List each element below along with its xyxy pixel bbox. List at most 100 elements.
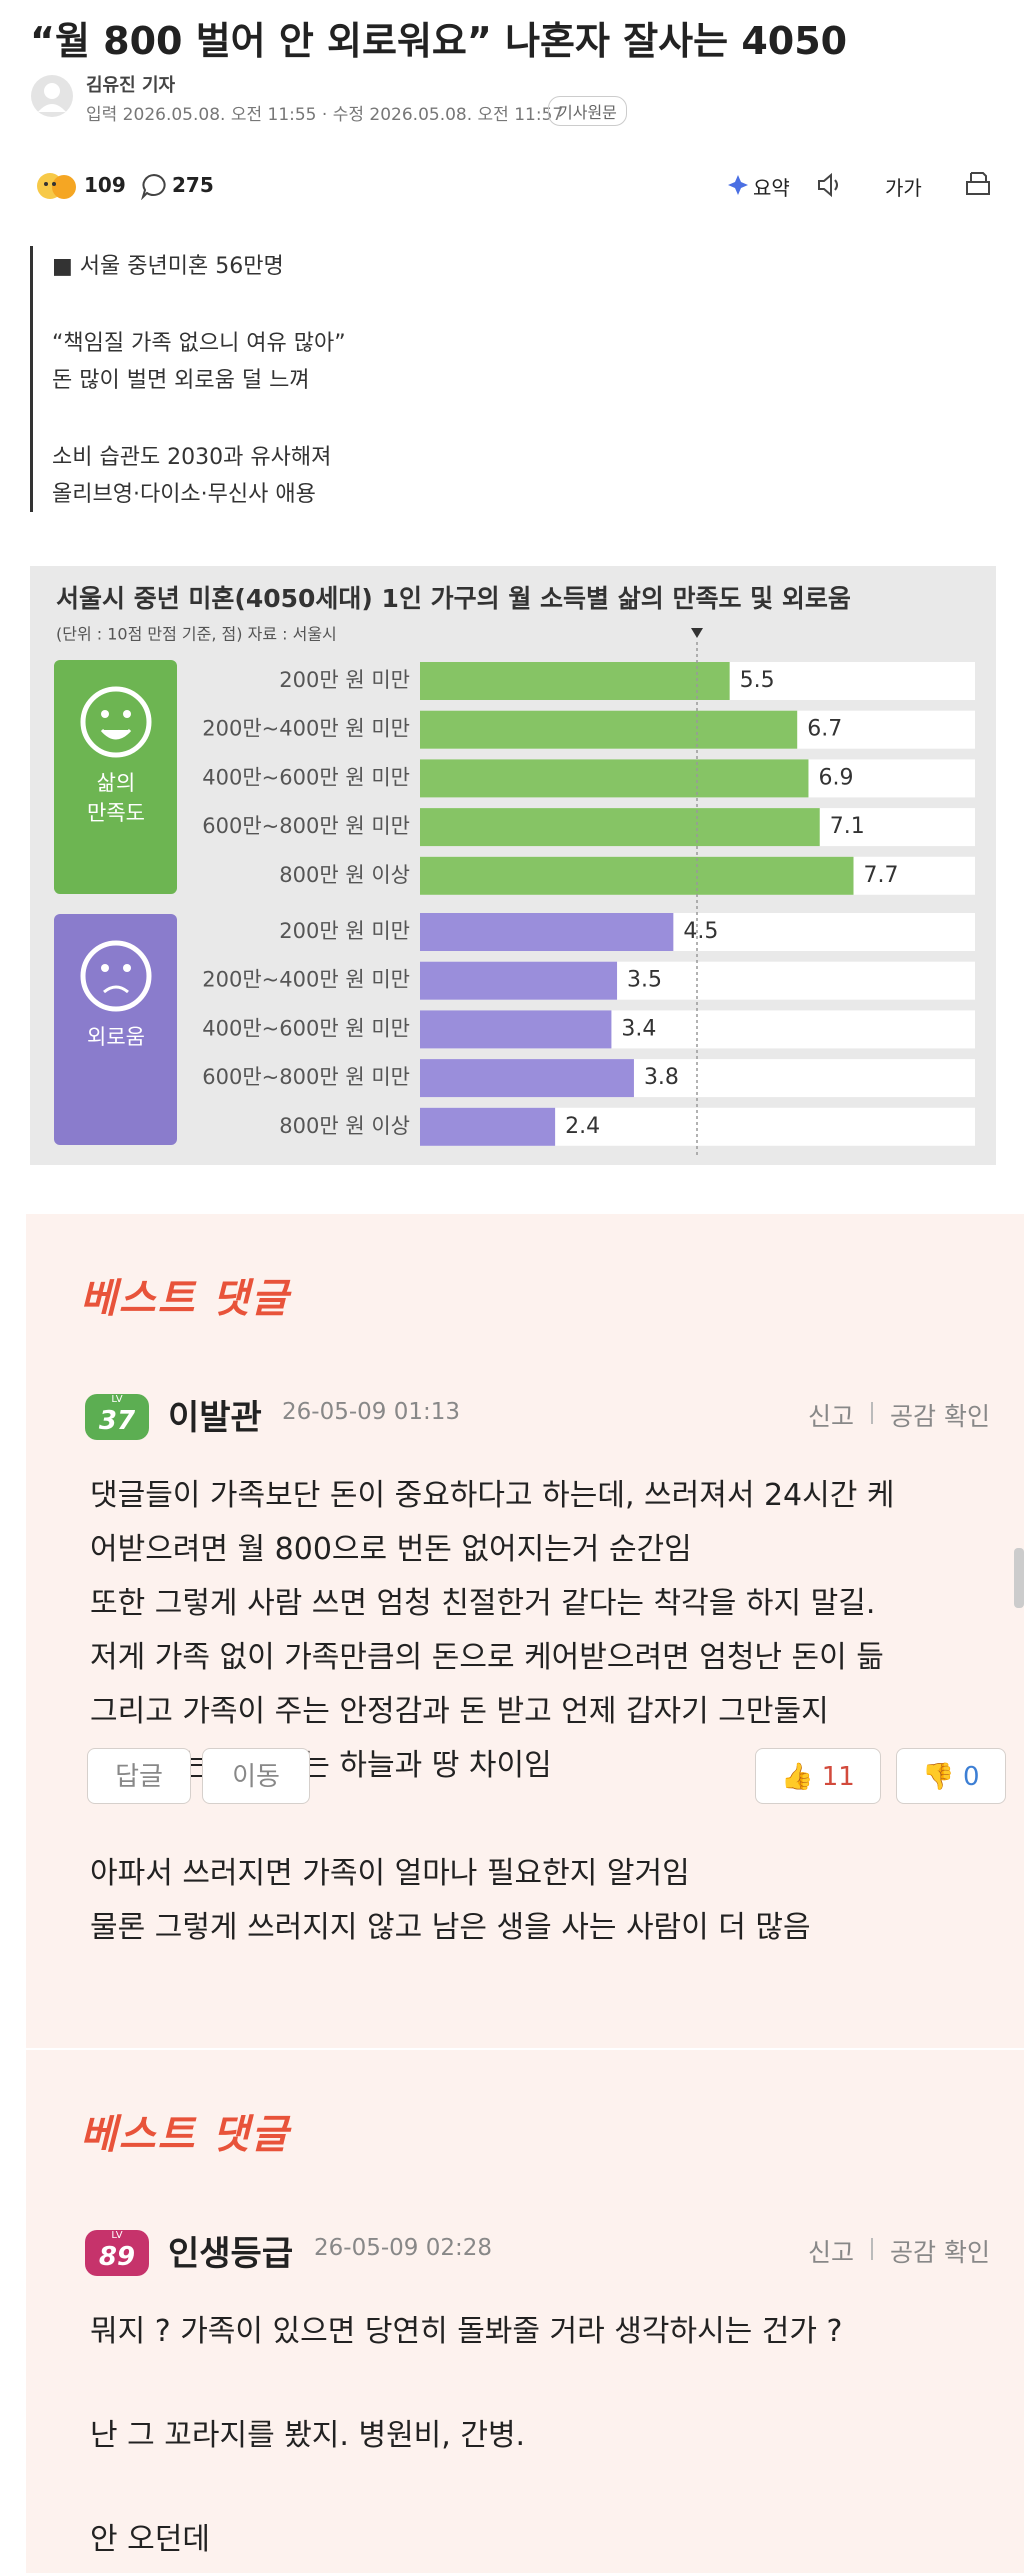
face-mouth xyxy=(103,985,129,994)
value-label: 2.4 xyxy=(565,1114,600,1139)
category-label: 400만~600만 원 미만 xyxy=(202,1016,410,1040)
value-label: 7.1 xyxy=(830,814,865,839)
category-label: 200만~400만 원 미만 xyxy=(202,717,410,741)
comments-background xyxy=(26,1214,1024,2573)
reply-button[interactable]: 답글 xyxy=(87,1748,191,1804)
summary: ■ 서울 중년미혼 56만명 “책임질 가족 없으니 여유 많아” 돈 많이 벌면 … xyxy=(52,248,346,513)
bar xyxy=(420,1107,556,1146)
best-title: 베스트 댓글 xyxy=(80,2112,290,2158)
dates: 입력 2026.05.08. 오전 11:55 · 수정 2026.05.08.… xyxy=(86,105,564,125)
comment-icon[interactable] xyxy=(140,172,168,200)
print-icon[interactable] xyxy=(964,170,992,198)
face-eye xyxy=(101,710,109,718)
empathy-button[interactable]: 공감 확인 xyxy=(890,1402,990,1431)
summary-border xyxy=(30,246,33,512)
group-label: 외로움 xyxy=(87,1025,145,1049)
comment-line: 댓글들이 가족보단 돈이 중요하다고 하는데, 쓰러져서 24시간 케 xyxy=(90,1478,895,1513)
comment-line: 물론 그렇게 쓰러지지 않고 남은 생을 사는 사람이 더 많음 xyxy=(90,1910,811,1945)
value-label: 4.5 xyxy=(683,919,718,944)
separator xyxy=(871,1402,873,1424)
comment-line: 또한 그렇게 사람 쓰면 엄청 친절한거 같다는 착각을 하지 말길. xyxy=(90,1586,876,1621)
report-button[interactable]: 신고 xyxy=(808,1402,855,1431)
face-eye xyxy=(123,964,131,972)
category-label: 800만 원 이상 xyxy=(279,863,410,887)
level: 89 xyxy=(98,2242,136,2272)
article-title: “월 800 벌어 안 외로워요” 나혼자 잘사는 4050 xyxy=(30,19,848,63)
comment-date: 26-05-09 01:13 xyxy=(282,1399,460,1425)
value-label: 6.7 xyxy=(807,717,842,742)
bar xyxy=(420,1059,634,1098)
bar xyxy=(420,759,809,798)
byline: 김유진 기자 xyxy=(86,75,176,96)
dislike-count: 0 xyxy=(963,1762,980,1792)
like-icon: 👍 xyxy=(781,1762,822,1792)
separator xyxy=(871,2238,873,2260)
category-label: 600만~800만 원 미만 xyxy=(202,1065,410,1089)
bar xyxy=(420,961,618,1000)
summary-line: “책임질 가족 없으니 여유 많아” xyxy=(52,331,346,356)
face-eye xyxy=(101,964,109,972)
summary-line: 소비 습관도 2030과 유사해져 xyxy=(52,445,332,470)
bar xyxy=(420,662,730,700)
summary-line: 돈 많이 벌면 외로움 덜 느껴 xyxy=(52,368,310,393)
best-title: 베스트 댓글 xyxy=(80,1276,290,1322)
like-count: 11 xyxy=(821,1762,855,1792)
level-prefix: LV xyxy=(111,2230,123,2241)
comment-line: 어받으려면 월 800으로 번돈 없어지는거 순간임 xyxy=(90,1532,692,1567)
category-label: 400만~600만 원 미만 xyxy=(202,765,410,789)
commenter-name: 이발관 xyxy=(168,1398,262,1438)
category-label: 200만 원 미만 xyxy=(279,668,410,692)
face-icon xyxy=(80,940,152,1012)
comment-count: 275 xyxy=(172,173,214,197)
chart-note: (단위 : 10점 만점 기준, 점) 자료 : 서울시 xyxy=(56,625,337,644)
comment-line: 난 그 꼬라지를 봤지. 병원비, 간병. xyxy=(90,2418,526,2453)
comment-date: 26-05-09 02:28 xyxy=(314,2235,492,2261)
bar xyxy=(420,1010,612,1049)
summary-line: 올리브영·다이소·무신사 애용 xyxy=(52,482,316,507)
category-label: 600만~800만 원 미만 xyxy=(202,814,410,838)
chart-title: 서울시 중년 미혼(4050세대) 1인 가구의 월 소득별 삶의 만족도 및 … xyxy=(56,584,851,613)
face-mouth xyxy=(100,728,132,740)
group-label: 삶의 만족도 xyxy=(87,771,145,825)
summary-button[interactable]: 요약 xyxy=(753,176,790,200)
bar xyxy=(420,913,674,951)
value-label: 6.9 xyxy=(818,765,853,790)
report-button[interactable]: 신고 xyxy=(808,2238,855,2267)
level-badge: LV 37 xyxy=(85,1394,149,1440)
value-label: 7.7 xyxy=(864,863,899,888)
comment-divider xyxy=(26,2048,1024,2050)
value-label: 3.5 xyxy=(627,968,662,993)
face-icon xyxy=(80,686,152,758)
comment-line: 뭐지 ? 가족이 있으면 당연히 돌봐줄 거라 생각하시는 건가 ? xyxy=(90,2314,843,2349)
category-label: 200만~400만 원 미만 xyxy=(202,968,410,992)
commenter-name: 인생등급 xyxy=(168,2234,294,2274)
comment-line: 안 오던데 xyxy=(90,2522,210,2557)
move-button[interactable]: 이동 xyxy=(202,1748,310,1804)
like-button[interactable]: 👍 11 xyxy=(755,1748,881,1804)
category-label: 800만 원 이상 xyxy=(279,1114,410,1138)
avatar xyxy=(31,75,73,117)
dislike-icon: 👎 xyxy=(922,1762,964,1792)
dislike-button[interactable]: 👎 0 xyxy=(896,1748,1006,1804)
bar xyxy=(420,808,820,847)
bar xyxy=(420,856,854,895)
summary-icon[interactable] xyxy=(727,174,749,196)
value-label: 5.5 xyxy=(740,668,775,693)
bar xyxy=(420,710,798,749)
comment-line: 그리고 가족이 주는 안정감과 돈 받고 언제 갑자기 그만둘지 xyxy=(90,1694,829,1729)
level-prefix: LV xyxy=(111,1394,123,1405)
scrollbar[interactable] xyxy=(1014,1548,1024,1608)
original-button[interactable]: 기사원문 xyxy=(548,96,627,126)
reaction-icon[interactable] xyxy=(34,170,80,202)
font-button[interactable]: 가가 xyxy=(885,176,922,200)
reference-marker xyxy=(691,628,703,638)
summary-line: ■ 서울 중년미혼 56만명 xyxy=(52,254,284,279)
category-label: 200만 원 미만 xyxy=(279,919,410,943)
speaker-icon[interactable] xyxy=(816,172,846,198)
level: 37 xyxy=(98,1406,136,1436)
empathy-button[interactable]: 공감 확인 xyxy=(890,2238,990,2267)
face-eye xyxy=(123,710,131,718)
chart: 서울시 중년 미혼(4050세대) 1인 가구의 월 소득별 삶의 만족도 및 … xyxy=(30,566,996,1165)
level-badge: LV 89 xyxy=(85,2230,149,2276)
